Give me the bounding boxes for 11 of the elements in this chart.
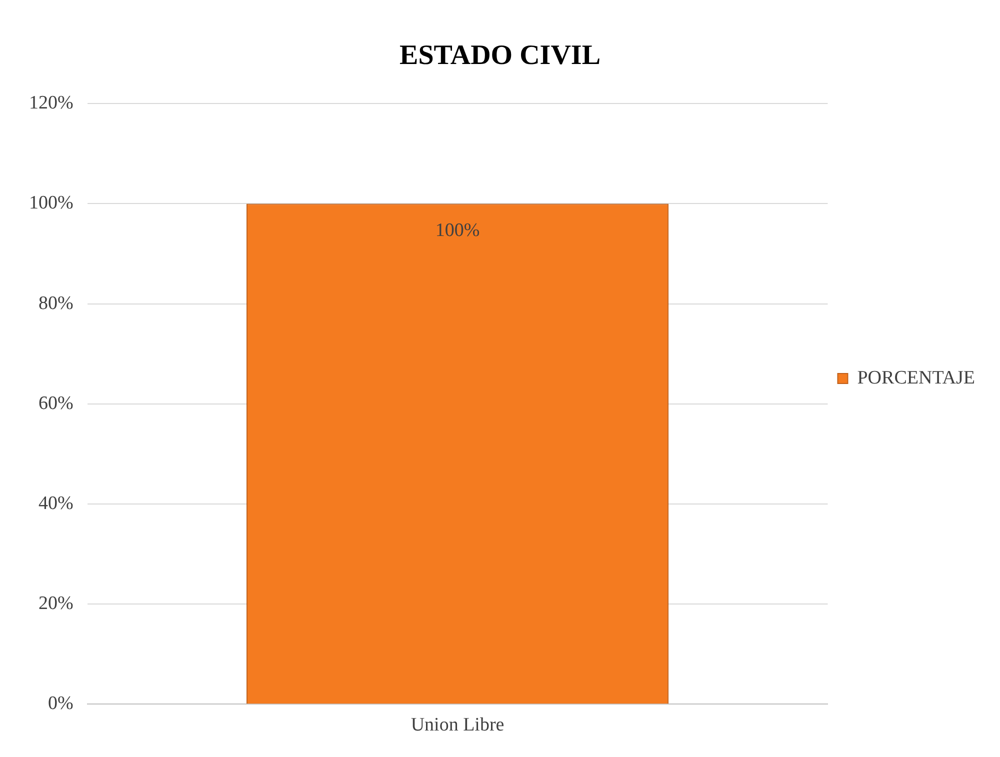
y-tick-label: 40% <box>38 492 74 514</box>
y-tick-label: 100% <box>29 192 74 214</box>
y-tick-label: 120% <box>29 92 74 114</box>
data-label: 100% <box>435 220 480 242</box>
x-tick-label: Union Libre <box>410 714 504 736</box>
y-tick-label: 80% <box>38 292 74 314</box>
y-tick-label: 0% <box>48 693 74 714</box>
y-tick-label: 20% <box>38 593 74 614</box>
legend-label: PORCENTAJE <box>857 367 976 388</box>
chart-title: ESTADO CIVIL <box>400 40 600 72</box>
y-tick-label: 60% <box>38 392 74 414</box>
